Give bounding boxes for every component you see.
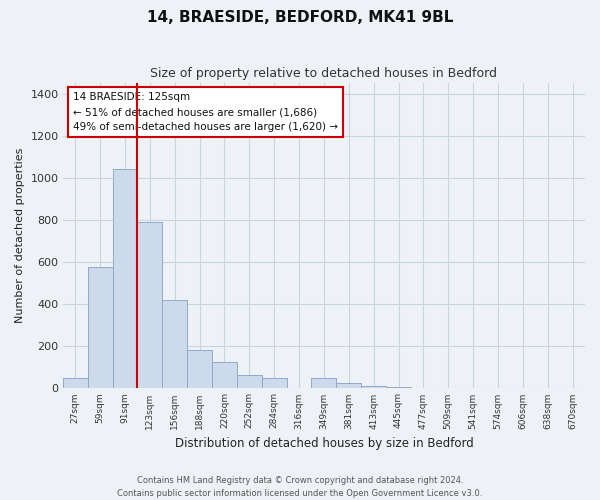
Bar bbox=[163, 300, 187, 388]
Bar bbox=[337, 384, 361, 388]
Bar bbox=[63, 378, 88, 388]
Bar bbox=[262, 378, 287, 388]
Bar bbox=[311, 378, 337, 388]
Text: Contains HM Land Registry data © Crown copyright and database right 2024.
Contai: Contains HM Land Registry data © Crown c… bbox=[118, 476, 482, 498]
Text: 14, BRAESIDE, BEDFORD, MK41 9BL: 14, BRAESIDE, BEDFORD, MK41 9BL bbox=[147, 10, 453, 25]
Bar bbox=[212, 362, 237, 388]
Bar bbox=[137, 222, 163, 388]
X-axis label: Distribution of detached houses by size in Bedford: Distribution of detached houses by size … bbox=[175, 437, 473, 450]
Bar bbox=[187, 350, 212, 388]
Bar bbox=[88, 267, 113, 388]
Bar bbox=[361, 386, 386, 388]
Bar bbox=[386, 387, 411, 388]
Title: Size of property relative to detached houses in Bedford: Size of property relative to detached ho… bbox=[151, 68, 497, 80]
Y-axis label: Number of detached properties: Number of detached properties bbox=[15, 148, 25, 324]
Bar bbox=[237, 375, 262, 388]
Text: 14 BRAESIDE: 125sqm
← 51% of detached houses are smaller (1,686)
49% of semi-det: 14 BRAESIDE: 125sqm ← 51% of detached ho… bbox=[73, 92, 338, 132]
Bar bbox=[113, 170, 137, 388]
